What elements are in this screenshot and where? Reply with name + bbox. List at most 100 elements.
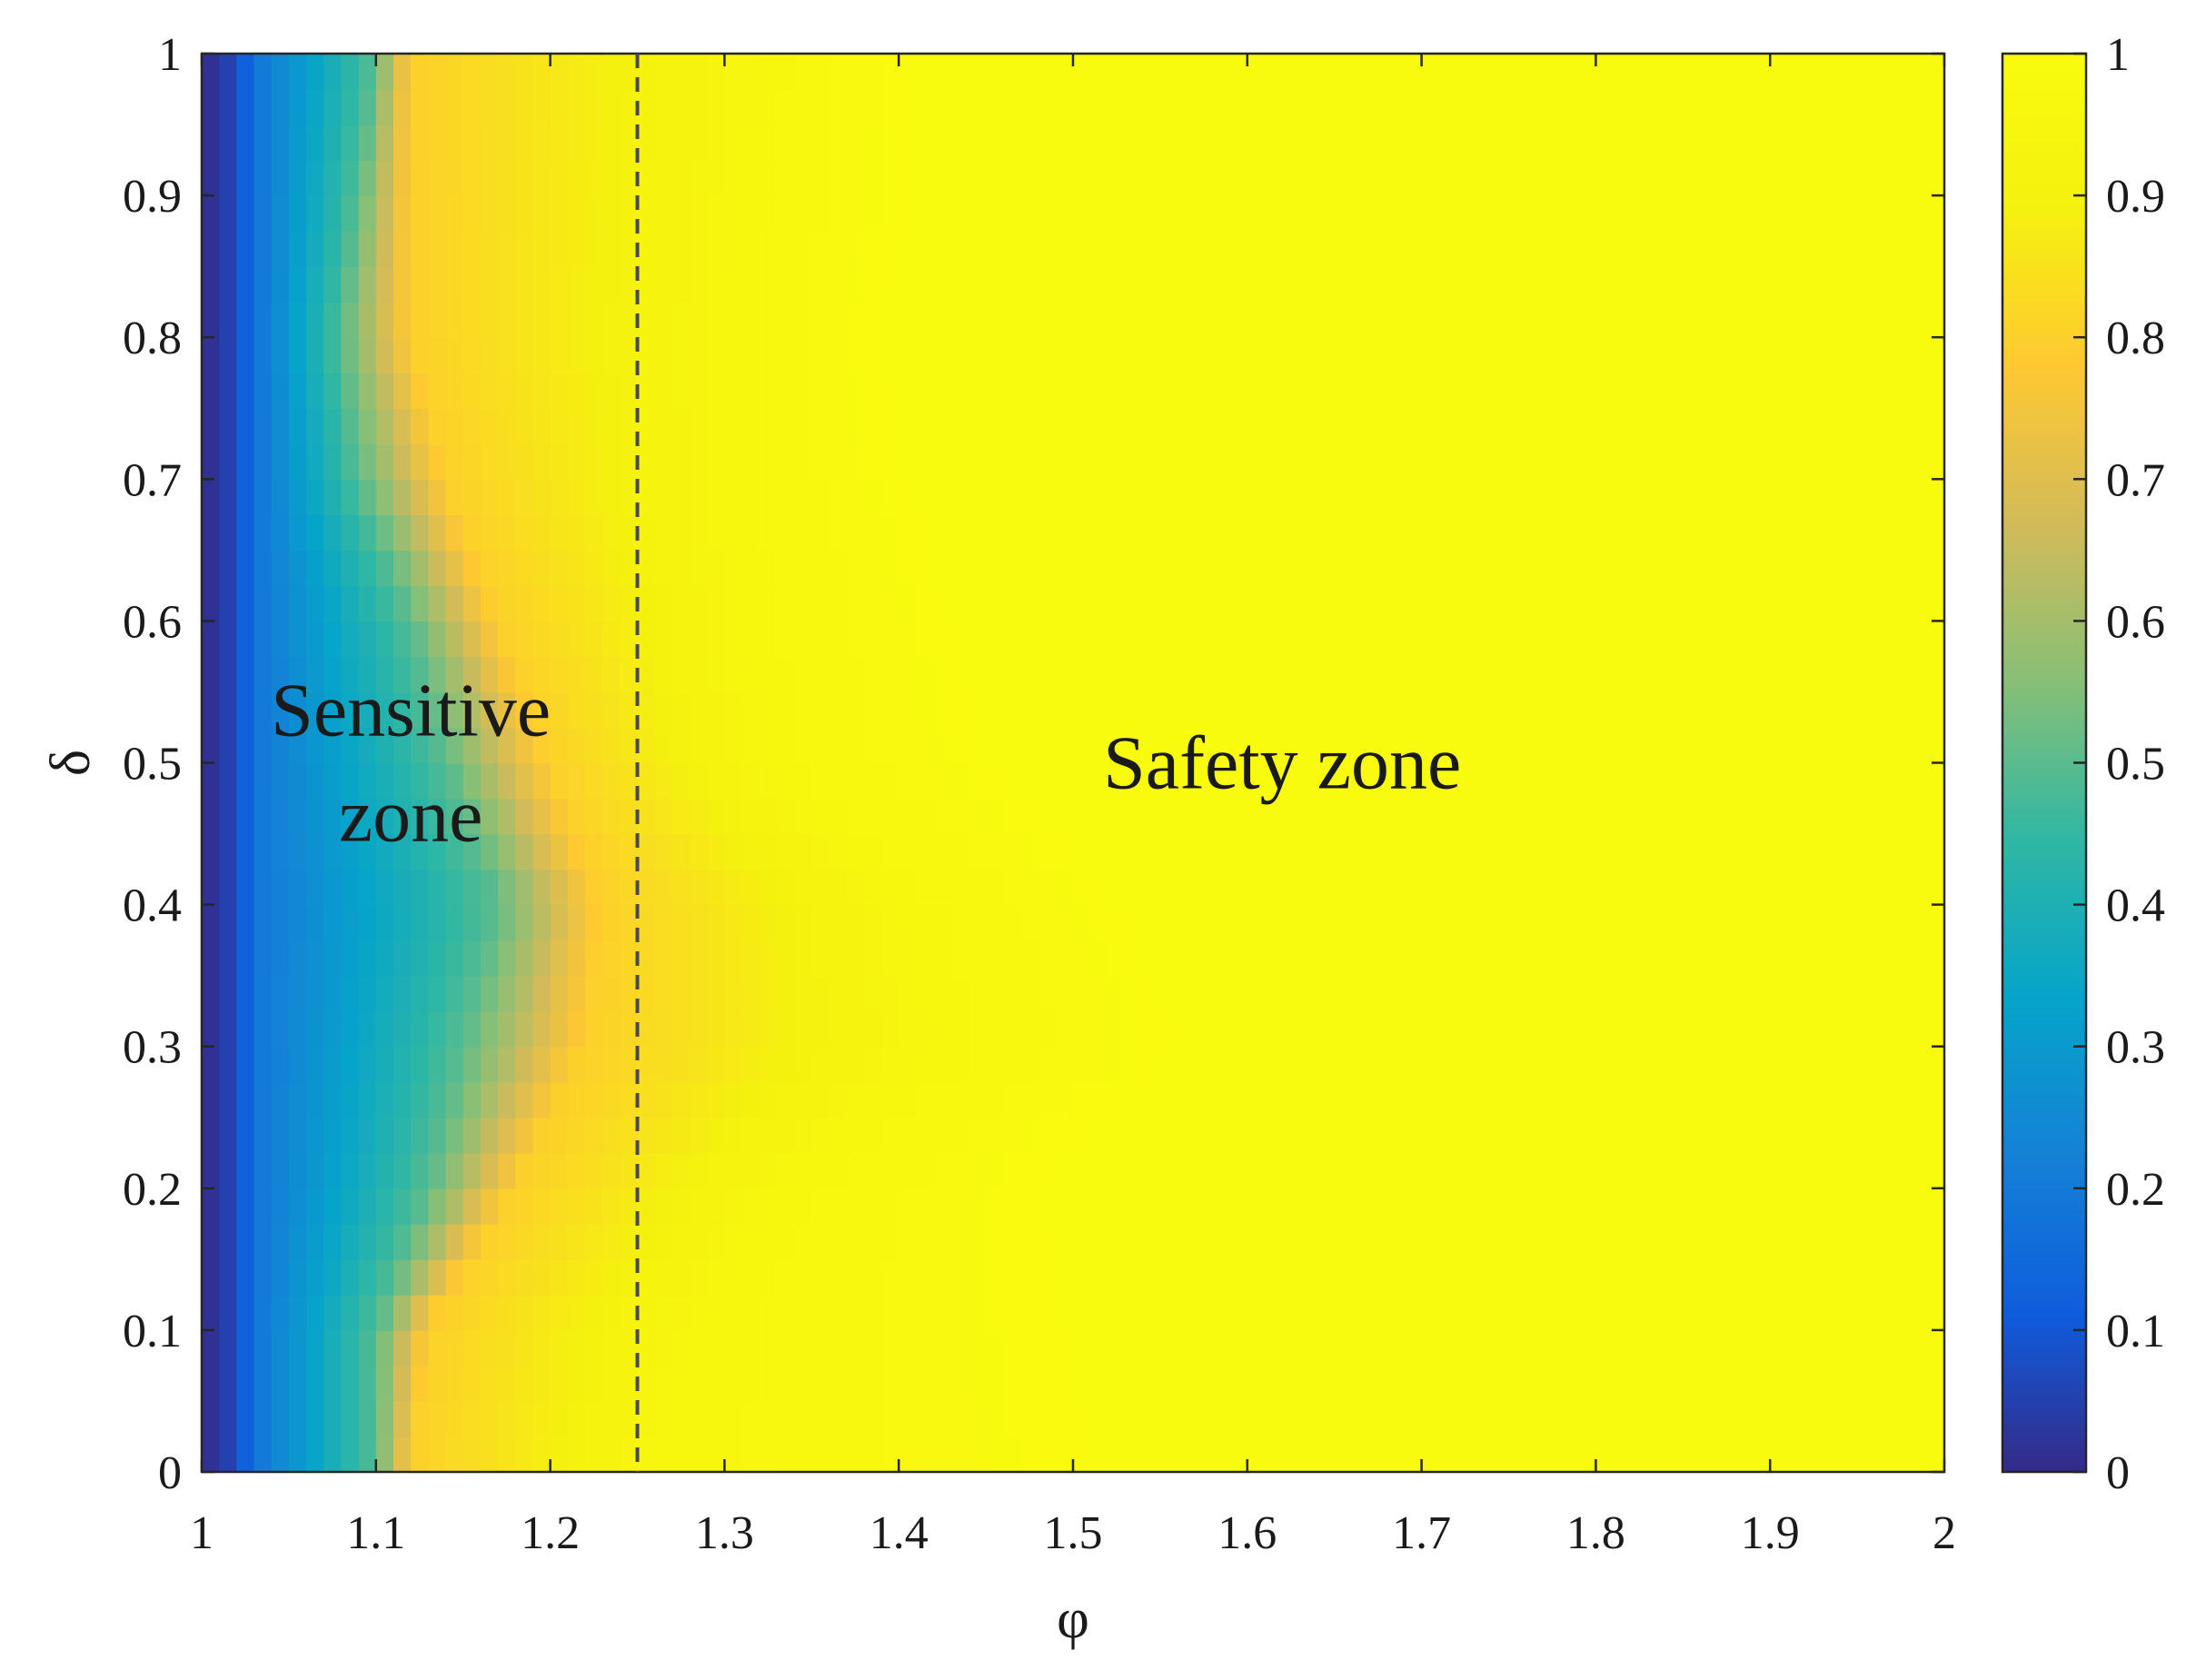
- heatmap-cell: [1525, 939, 1545, 977]
- heatmap-cell: [1734, 124, 1754, 161]
- heatmap-cell: [671, 124, 691, 161]
- heatmap-cell: [288, 798, 307, 835]
- heatmap-cell: [707, 656, 726, 693]
- heatmap-cell: [811, 1152, 830, 1189]
- heatmap-cell: [532, 727, 551, 764]
- heatmap-cell: [1351, 656, 1370, 693]
- heatmap-cell: [1857, 1436, 1876, 1472]
- heatmap-cell: [1595, 514, 1615, 552]
- heatmap-cell: [411, 869, 430, 906]
- heatmap-cell: [532, 302, 551, 338]
- heatmap-cell: [1351, 833, 1370, 870]
- y-tick-label: 0.9: [123, 171, 182, 223]
- heatmap-cell: [863, 479, 882, 516]
- heatmap-cell: [236, 302, 255, 338]
- heatmap-cell: [1857, 1081, 1876, 1118]
- heatmap-cell: [271, 727, 290, 764]
- heatmap-cell: [811, 514, 830, 552]
- heatmap-cell: [1125, 1365, 1144, 1402]
- heatmap-cell: [863, 231, 882, 267]
- heatmap-cell: [1474, 1400, 1493, 1437]
- x-tick-label: 1.5: [1044, 1507, 1103, 1559]
- heatmap-cell: [899, 585, 918, 622]
- heatmap-cell: [986, 621, 1005, 658]
- heatmap-cell: [1159, 939, 1178, 977]
- heatmap-cell: [1892, 1436, 1911, 1472]
- heatmap-cell: [950, 443, 969, 481]
- heatmap-cell: [916, 337, 935, 374]
- heatmap-cell: [811, 727, 830, 764]
- heatmap-cell: [1212, 160, 1231, 196]
- heatmap-cell: [1299, 904, 1318, 941]
- heatmap-cell: [411, 1294, 430, 1331]
- heatmap-cell: [515, 514, 534, 552]
- heatmap-cell: [1264, 1400, 1283, 1437]
- heatmap-cell: [1839, 869, 1858, 906]
- heatmap-cell: [1369, 727, 1388, 764]
- heatmap-cell: [1386, 585, 1406, 622]
- heatmap-cell: [1474, 443, 1493, 481]
- heatmap-cell: [1839, 798, 1858, 835]
- heatmap-cell: [1177, 1188, 1197, 1225]
- heatmap-cell: [1613, 869, 1632, 906]
- heatmap-cell: [759, 691, 778, 729]
- heatmap-cell: [1595, 266, 1615, 303]
- heatmap-cell: [637, 727, 656, 764]
- heatmap-cell: [671, 621, 691, 658]
- heatmap-cell: [637, 585, 656, 622]
- heatmap-cell: [1334, 1436, 1353, 1472]
- heatmap-cell: [1857, 231, 1876, 267]
- heatmap-cell: [1195, 408, 1214, 445]
- heatmap-cell: [1125, 89, 1144, 125]
- heatmap-cell: [1822, 1365, 1841, 1402]
- heatmap-cell: [1108, 337, 1127, 374]
- heatmap-cell: [1491, 1294, 1510, 1331]
- heatmap-cell: [1474, 939, 1493, 977]
- heatmap-cell: [1717, 124, 1736, 161]
- heatmap-cell: [1438, 89, 1457, 125]
- heatmap-cell: [1038, 727, 1057, 764]
- heatmap-cell: [1212, 514, 1231, 552]
- heatmap-cell: [1595, 337, 1615, 374]
- heatmap-cell: [794, 1329, 813, 1367]
- heatmap-cell: [794, 833, 813, 870]
- heatmap-cell: [1177, 124, 1197, 161]
- heatmap-cell: [550, 408, 569, 445]
- heatmap-cell: [253, 869, 273, 906]
- heatmap-cell: [1665, 1294, 1684, 1331]
- heatmap-cell: [567, 89, 586, 125]
- heatmap-cell: [1038, 231, 1057, 267]
- heatmap-cell: [1561, 337, 1580, 374]
- heatmap-cell: [1195, 337, 1214, 374]
- heatmap-cell: [1055, 195, 1074, 232]
- colorbar-ticks: 00.10.20.30.40.50.60.70.80.91: [2073, 29, 2165, 1499]
- heatmap-cell: [480, 550, 499, 587]
- heatmap-cell: [1508, 514, 1527, 552]
- heatmap-cell: [741, 1436, 760, 1472]
- heatmap-cell: [1613, 1046, 1632, 1083]
- heatmap-cell: [741, 1400, 760, 1437]
- heatmap-cell: [776, 124, 795, 161]
- heatmap-cell: [1700, 869, 1719, 906]
- heatmap-cell: [480, 1010, 499, 1048]
- heatmap-cell: [1055, 231, 1074, 267]
- heatmap-cell: [341, 373, 360, 410]
- heatmap-cell: [1474, 550, 1493, 587]
- heatmap-cell: [986, 124, 1005, 161]
- heatmap-cell: [602, 479, 621, 516]
- heatmap-cell: [1525, 231, 1545, 267]
- heatmap-cell: [1020, 975, 1039, 1012]
- heatmap-cell: [1108, 54, 1127, 90]
- heatmap-cell: [1595, 408, 1615, 445]
- heatmap-cell: [1195, 89, 1214, 125]
- heatmap-cell: [1839, 550, 1858, 587]
- heatmap-cell: [1369, 1081, 1388, 1118]
- heatmap-cell: [253, 1258, 273, 1296]
- heatmap-cell: [1038, 89, 1057, 125]
- heatmap-cell: [1613, 89, 1632, 125]
- heatmap-cell: [916, 904, 935, 941]
- heatmap-cell: [202, 798, 220, 835]
- heatmap-cell: [1404, 1294, 1423, 1331]
- heatmap-cell: [986, 1365, 1005, 1402]
- heatmap-cell: [707, 727, 726, 764]
